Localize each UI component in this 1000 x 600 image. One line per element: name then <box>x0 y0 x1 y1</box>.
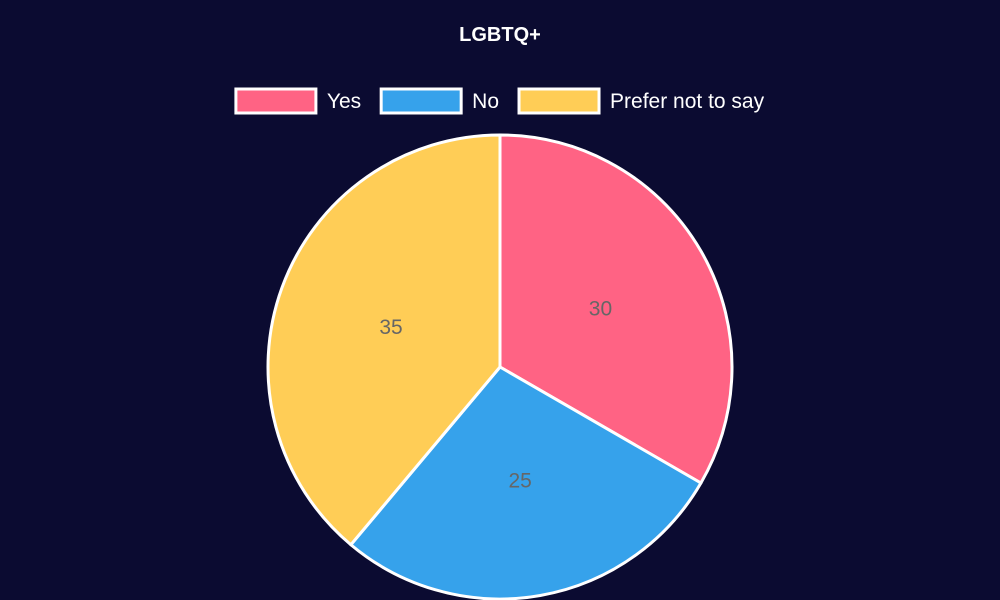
legend-swatch-no <box>379 87 463 115</box>
pie-slice-no[interactable] <box>349 365 703 600</box>
pie-slice-yes[interactable] <box>498 133 734 485</box>
legend-label-prefer-not-to-say: Prefer not to say <box>610 90 765 113</box>
legend-label-yes: Yes <box>327 90 361 113</box>
slice-value-label-yes: 30 <box>589 298 612 321</box>
legend-swatch-yes <box>234 87 318 115</box>
legend-item-prefer-not-to-say[interactable]: Prefer not to say <box>517 87 765 115</box>
chart-title: LGBTQ+ <box>459 24 541 46</box>
legend-swatch-prefer-not-to-say <box>517 87 601 115</box>
legend-item-yes[interactable]: Yes <box>234 87 361 115</box>
pie-slices <box>266 133 734 600</box>
legend-item-no[interactable]: No <box>379 87 499 115</box>
pie-slice-labels: 30 25 35 <box>379 298 612 493</box>
slice-value-label-no: 25 <box>508 470 531 493</box>
pie-slice-prefer-not-to-say[interactable] <box>266 133 502 547</box>
legend: Yes No Prefer not to say <box>234 87 765 115</box>
legend-label-no: No <box>472 90 499 113</box>
slice-value-label-prefer-not-to-say: 35 <box>379 316 402 339</box>
